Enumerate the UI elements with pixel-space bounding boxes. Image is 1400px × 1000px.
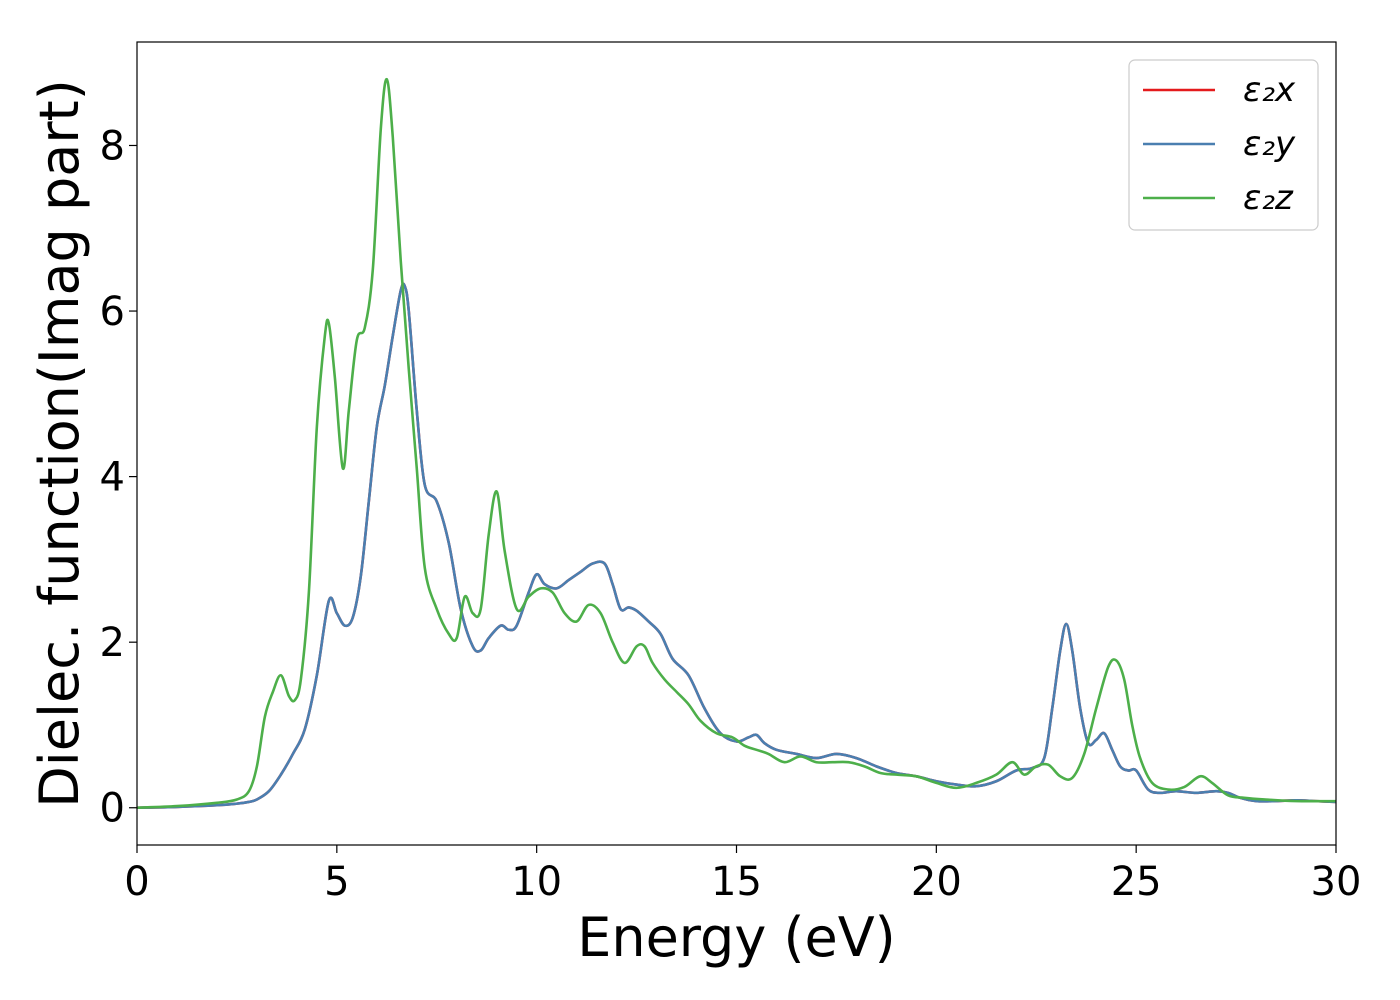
plot-area [137, 77, 1336, 810]
x-tick-label: 20 [911, 859, 962, 905]
series-line-e2z [137, 77, 1336, 810]
x-axis-label: Energy (eV) [577, 906, 896, 969]
y-tick-label: 0 [100, 786, 125, 832]
x-tick-label: 10 [511, 859, 562, 905]
x-tick-label: 30 [1311, 859, 1362, 905]
legend: ε₂x ε₂y ε₂z [1128, 59, 1319, 231]
legend-label-e2x: ε₂x [1243, 70, 1296, 110]
x-tick-label: 25 [1111, 859, 1162, 905]
x-tick-label: 0 [124, 859, 149, 905]
y-axis-label: Dielec. function(Imag part) [28, 79, 91, 808]
series-line-e2x [137, 282, 1336, 810]
y-tick-label: 8 [100, 123, 125, 169]
y-tick-label: 6 [100, 289, 125, 335]
axes: 0 5 10 15 20 25 30 0 2 4 6 8 Energy (eV) Dielec. func… [28, 41, 1362, 969]
series-line-e2y [137, 282, 1336, 810]
legend-box [1128, 59, 1319, 231]
legend-label-e2z: ε₂z [1243, 178, 1294, 218]
x-tick-label: 5 [324, 859, 349, 905]
legend-label-e2y: ε₂y [1243, 124, 1296, 164]
x-tick-label: 15 [711, 859, 762, 905]
y-tick-label: 4 [100, 455, 125, 501]
y-tick-label: 2 [100, 620, 125, 666]
